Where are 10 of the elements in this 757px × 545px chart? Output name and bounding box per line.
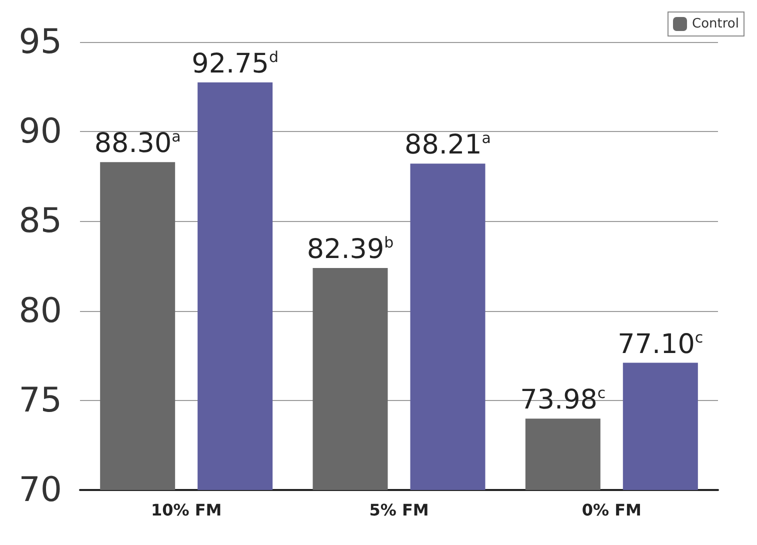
legend-label: Control	[692, 16, 740, 32]
x-tick-label: 5% FM	[369, 500, 429, 520]
y-tick-label: 90	[18, 112, 62, 152]
y-tick-label: 95	[18, 22, 62, 62]
y-tick-label: 85	[18, 201, 62, 242]
x-tick-label: 10% FM	[150, 500, 222, 520]
y-tick-label: 70	[18, 470, 62, 510]
y-tick-label: 80	[18, 290, 62, 331]
x-tick-label: 0% FM	[582, 500, 642, 520]
y-tick-label: 75	[18, 380, 62, 420]
